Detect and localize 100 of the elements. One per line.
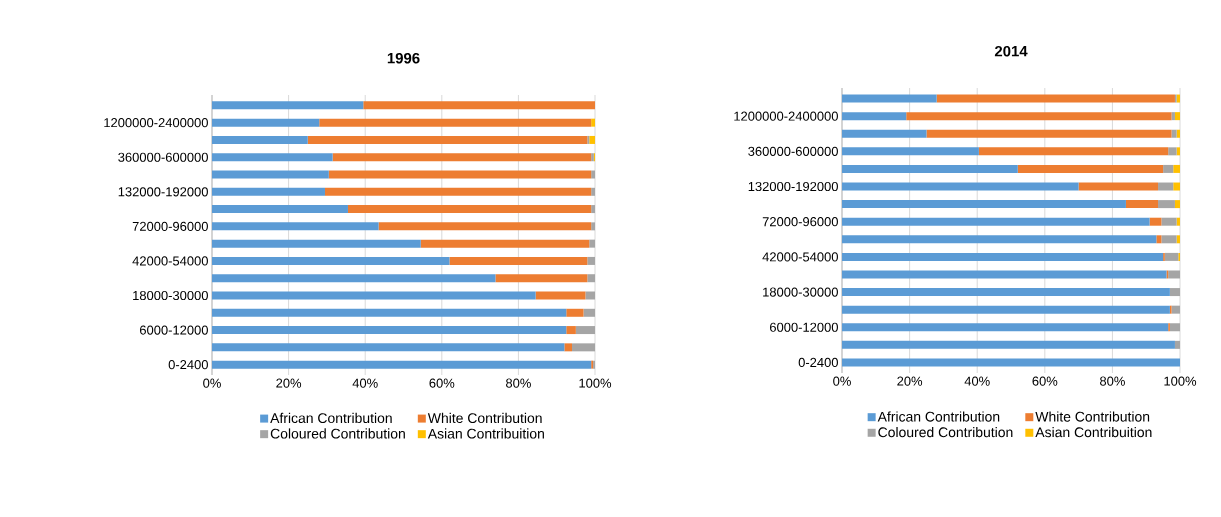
x-tick-label: 20% — [276, 378, 302, 388]
bar — [566, 326, 576, 335]
bar — [1171, 305, 1181, 314]
bar — [1163, 164, 1174, 173]
bar — [842, 129, 927, 138]
bar — [449, 256, 588, 265]
y-tick-label: 132000-192000 — [748, 181, 838, 192]
x-tick-label: 40% — [352, 378, 378, 388]
bar — [1174, 112, 1181, 121]
bar — [842, 323, 1169, 332]
bar — [1168, 270, 1181, 279]
bar — [936, 94, 1175, 103]
bar — [842, 112, 907, 121]
bar — [842, 305, 1170, 314]
bar — [1017, 164, 1164, 173]
bar — [212, 256, 450, 265]
bar — [1174, 200, 1181, 209]
bar — [585, 291, 595, 300]
bar — [363, 101, 595, 110]
y-tick-label: 6000-12000 — [140, 325, 208, 335]
bar — [495, 274, 588, 283]
chart-title: 1996 — [387, 52, 420, 64]
bar — [842, 200, 1126, 209]
bar — [1125, 200, 1159, 209]
bar — [842, 235, 1157, 244]
bar — [324, 187, 592, 196]
bar — [589, 135, 595, 144]
bar — [319, 118, 592, 127]
bar — [572, 343, 595, 352]
x-tick-label: 100% — [1164, 376, 1197, 386]
legend-label: Asian Contribuition — [1035, 426, 1152, 438]
bar — [1169, 323, 1181, 332]
bar — [1161, 217, 1177, 226]
bar — [378, 222, 592, 231]
bar — [842, 147, 979, 156]
bar — [212, 291, 536, 300]
bar — [591, 222, 595, 231]
bar — [591, 118, 595, 127]
bar — [906, 112, 1172, 121]
bar — [212, 308, 567, 317]
bar — [587, 256, 595, 265]
bar — [212, 343, 565, 352]
bar — [212, 187, 325, 196]
chart-title: 2014 — [994, 45, 1028, 57]
y-tick-label: 1200000-2400000 — [734, 111, 838, 121]
bar — [1168, 147, 1177, 156]
legend-label: Asian Contribuition — [427, 428, 544, 439]
bar — [212, 205, 348, 214]
legend-label: White Contribution — [1035, 411, 1150, 422]
bar — [307, 135, 588, 144]
legend-label: Coloured Contribution — [270, 428, 405, 439]
bar — [212, 118, 320, 127]
bar — [1169, 288, 1181, 297]
bar — [212, 239, 421, 248]
bar — [842, 182, 1079, 191]
y-tick-label: 1200000-2400000 — [104, 118, 208, 128]
x-tick-label: 0% — [203, 378, 221, 388]
bar — [583, 308, 595, 317]
bar — [842, 164, 1018, 173]
y-tick-label: 132000-192000 — [118, 187, 208, 197]
bar — [212, 326, 567, 335]
bar — [587, 274, 595, 283]
bar — [328, 170, 592, 179]
bar — [564, 343, 573, 352]
x-tick-label: 80% — [1100, 376, 1125, 386]
bar — [1078, 182, 1159, 191]
bar — [926, 129, 1172, 138]
x-tick-label: 60% — [1032, 376, 1058, 386]
bar — [212, 360, 592, 369]
bar — [212, 153, 333, 162]
bar — [842, 270, 1167, 279]
x-tick-label: 40% — [964, 376, 990, 386]
bar — [575, 326, 595, 335]
bar — [212, 222, 379, 231]
bar — [591, 205, 595, 214]
bar — [1158, 200, 1175, 209]
bar — [1161, 235, 1177, 244]
y-tick-label: 18000-30000 — [763, 287, 838, 297]
x-tick-label: 0% — [833, 376, 851, 386]
legend-label: Coloured Contribution — [878, 426, 1013, 438]
bar — [212, 170, 329, 179]
bar — [842, 217, 1150, 226]
x-tick-label: 100% — [579, 378, 612, 388]
x-tick-label: 20% — [897, 376, 923, 386]
bar — [212, 135, 308, 144]
bar — [842, 252, 1164, 261]
bar — [535, 291, 586, 300]
bar — [212, 101, 364, 110]
bar — [1164, 252, 1179, 261]
bar — [1174, 340, 1181, 349]
bar — [842, 288, 1170, 297]
bar — [1173, 164, 1181, 173]
bar — [347, 205, 592, 214]
bar — [332, 153, 592, 162]
x-tick-label: 60% — [429, 378, 455, 388]
y-tick-label: 6000-12000 — [770, 322, 838, 332]
y-tick-label: 360000-600000 — [748, 146, 838, 156]
bar — [591, 187, 595, 196]
bar — [591, 170, 595, 179]
bar — [566, 308, 584, 317]
